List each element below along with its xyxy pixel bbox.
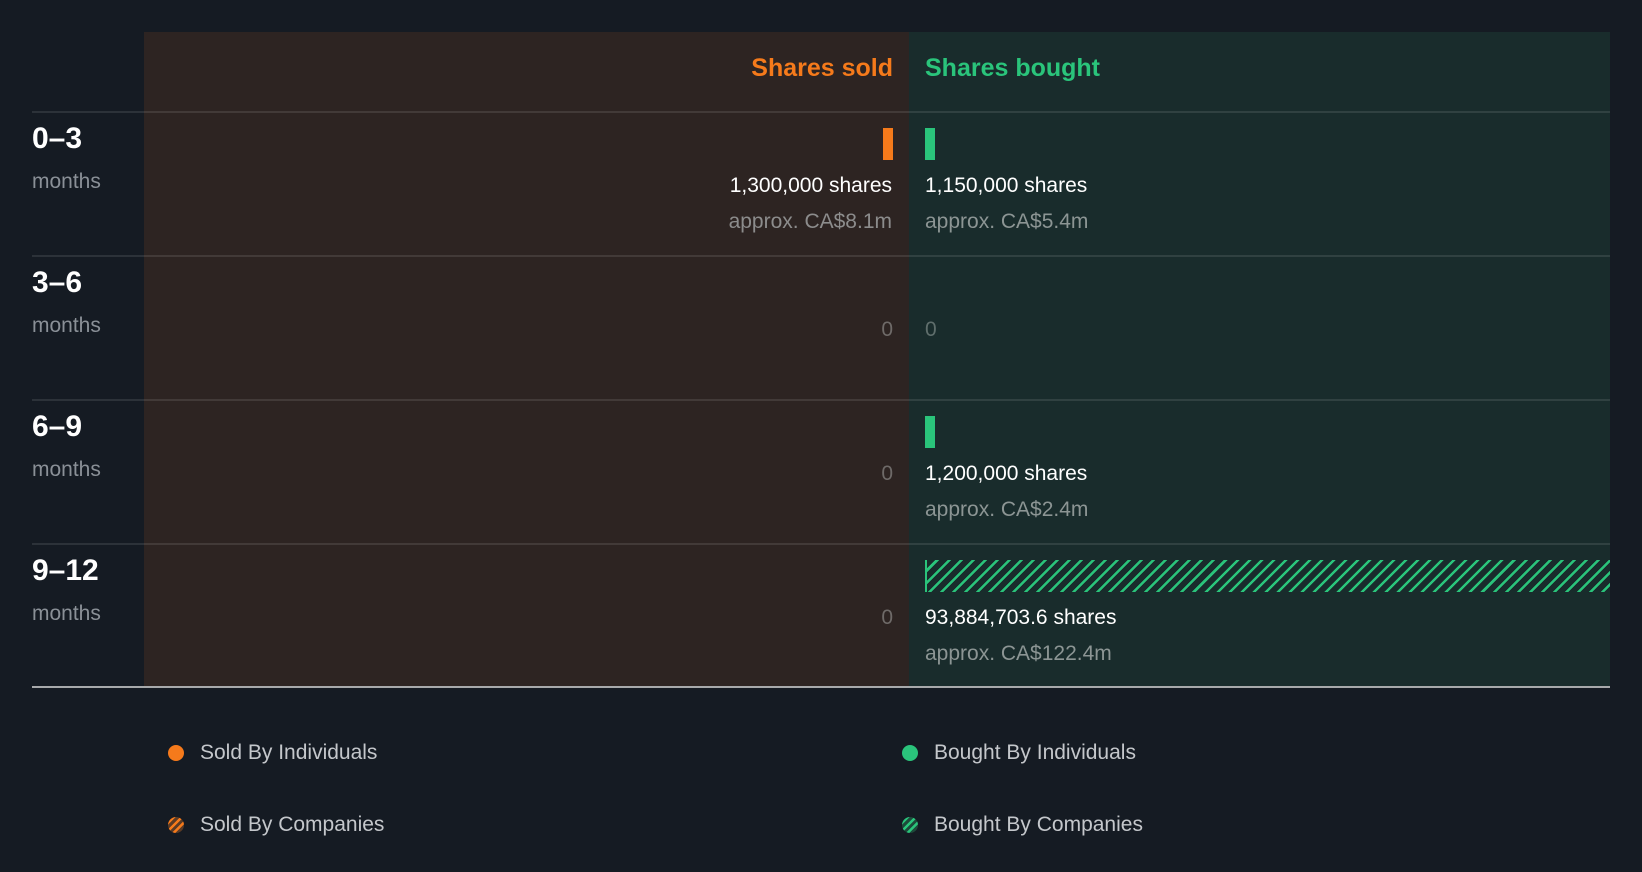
legend-label: Bought By Individuals (934, 741, 1136, 764)
green-dot-icon (902, 745, 918, 761)
row-divider (32, 255, 1610, 257)
legend-bought-companies[interactable]: Bought By Companies (902, 813, 1143, 837)
legend-label: Sold By Individuals (200, 741, 378, 764)
green-hatched-dot-icon (902, 817, 918, 833)
period-label: 9–12 (32, 554, 99, 587)
period-label: 6–9 (32, 410, 83, 443)
period-unit: months (32, 458, 101, 481)
chart-baseline (32, 686, 1610, 688)
row-divider (32, 399, 1610, 401)
legend-sold-individuals[interactable]: Sold By Individuals (168, 741, 377, 765)
shares-sold-panel (144, 32, 909, 687)
orange-dot-icon (168, 745, 184, 761)
shares-sold-header: Shares sold (751, 54, 893, 82)
row-divider (32, 543, 1610, 545)
sold-zero-value: 0 (881, 462, 893, 485)
legend-bought-individuals[interactable]: Bought By Individuals (902, 741, 1136, 765)
period-row-3-6: 3–6 months 0 0 (0, 256, 1642, 400)
shares-bought-header: Shares bought (925, 54, 1101, 82)
bought-individuals-bar[interactable] (925, 128, 935, 160)
bought-approx-value: approx. CA$2.4m (925, 498, 1089, 521)
period-label: 0–3 (32, 122, 83, 155)
bought-individuals-bar[interactable] (925, 416, 935, 448)
sold-approx-value: approx. CA$8.1m (728, 210, 892, 233)
bought-shares-value: 1,200,000 shares (925, 462, 1088, 485)
bought-shares-value: 93,884,703.6 shares (925, 606, 1117, 629)
legend-label: Sold By Companies (200, 813, 385, 836)
bought-approx-value: approx. CA$122.4m (925, 642, 1112, 665)
period-unit: months (32, 602, 101, 625)
period-unit: months (32, 170, 101, 193)
period-unit: months (32, 314, 101, 337)
period-label: 3–6 (32, 266, 83, 299)
row-divider (32, 111, 1610, 113)
period-row-0-3: 0–3 months 1,300,000 shares approx. CA$8… (0, 112, 1642, 256)
bought-approx-value: approx. CA$5.4m (925, 210, 1089, 233)
orange-hatched-dot-icon (168, 817, 184, 833)
sold-shares-value: 1,300,000 shares (729, 174, 892, 197)
bought-shares-value: 1,150,000 shares (925, 174, 1088, 197)
bought-companies-bar[interactable] (925, 560, 1610, 592)
legend-sold-companies[interactable]: Sold By Companies (168, 813, 384, 837)
bought-zero-value: 0 (925, 318, 937, 341)
sold-zero-value: 0 (881, 318, 893, 341)
period-row-6-9: 6–9 months 0 1,200,000 shares approx. CA… (0, 400, 1642, 544)
sold-zero-value: 0 (881, 606, 893, 629)
period-row-9-12: 9–12 months 0 93,884,703.6 shares approx… (0, 544, 1642, 688)
sold-individuals-bar[interactable] (883, 128, 893, 160)
legend-label: Bought By Companies (934, 813, 1143, 836)
